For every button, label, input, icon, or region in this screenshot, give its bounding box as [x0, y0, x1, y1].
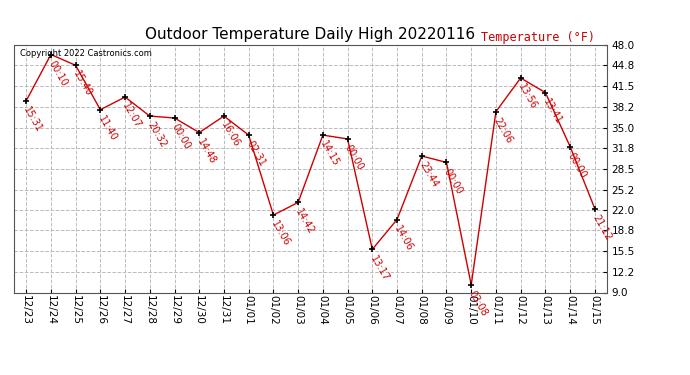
Text: 21:12: 21:12 [591, 213, 613, 242]
Text: Copyright 2022 Castronics.com: Copyright 2022 Castronics.com [20, 49, 152, 58]
Title: Outdoor Temperature Daily High 20220116: Outdoor Temperature Daily High 20220116 [146, 27, 475, 42]
Text: 15:31: 15:31 [21, 105, 44, 134]
Text: 15:40: 15:40 [71, 69, 94, 99]
Text: 22:06: 22:06 [491, 116, 514, 145]
Text: 12:07: 12:07 [121, 101, 144, 130]
Text: 13:41: 13:41 [541, 97, 564, 126]
Text: 11:40: 11:40 [96, 114, 119, 143]
Text: 02:31: 02:31 [244, 139, 267, 168]
Text: 00:10: 00:10 [46, 58, 69, 88]
Text: 14:06: 14:06 [393, 224, 415, 253]
Text: 14:42: 14:42 [294, 207, 316, 236]
Text: 14:48: 14:48 [195, 137, 217, 166]
Text: 03:08: 03:08 [466, 289, 489, 318]
Text: 23:44: 23:44 [417, 160, 440, 189]
Text: 13:17: 13:17 [368, 254, 391, 283]
Text: 20:32: 20:32 [146, 120, 168, 150]
Text: Temperature (°F): Temperature (°F) [482, 31, 595, 44]
Text: 00:00: 00:00 [170, 122, 193, 151]
Text: 14:15: 14:15 [318, 139, 341, 168]
Text: 13:06: 13:06 [269, 219, 291, 248]
Text: 00:00: 00:00 [442, 166, 464, 196]
Text: 16:06: 16:06 [219, 120, 242, 149]
Text: 00:00: 00:00 [566, 151, 588, 180]
Text: 00:00: 00:00 [343, 143, 366, 172]
Text: 13:56: 13:56 [516, 82, 539, 111]
